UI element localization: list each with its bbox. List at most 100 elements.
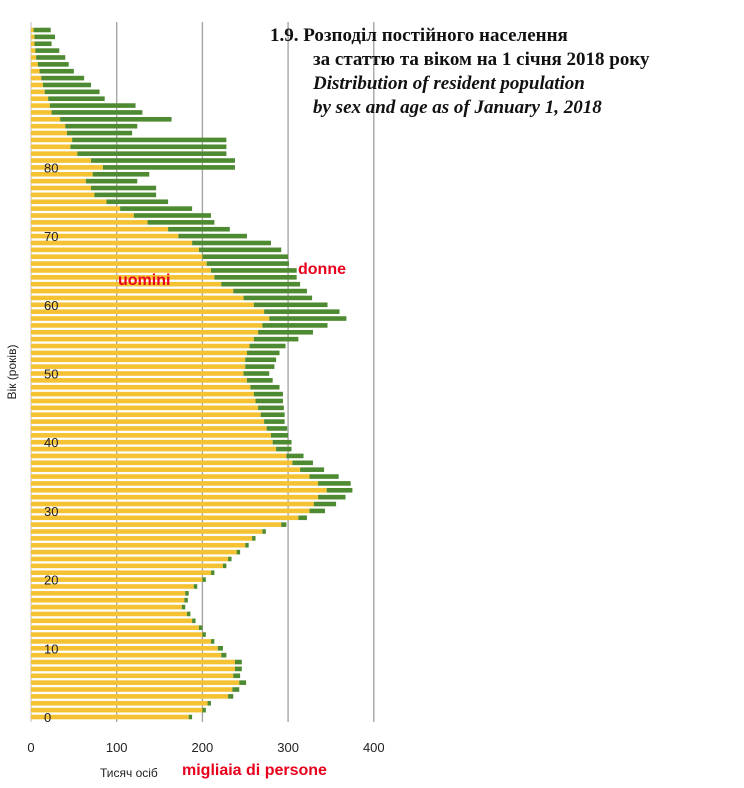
bar-men-age-64 [31,275,215,280]
title-line-4: by sex and age as of January 1, 2018 [313,97,602,118]
bar-women-age-58 [269,316,347,321]
bar-women-age-2 [207,700,211,706]
bar-men-age-9 [31,652,222,658]
bar-women-age-74 [120,206,193,211]
bar-women-age-98 [34,41,52,47]
bar-men-age-44 [31,412,261,418]
y-tick-label-10: 10 [44,641,58,656]
bar-women-age-56 [258,329,313,335]
bar-men-age-20 [31,577,203,582]
bar-men-age-56 [31,329,259,335]
bar-women-age-31 [313,501,337,507]
bar-men-age-76 [31,192,95,198]
bar-men-age-53 [31,350,247,356]
bar-men-age-93 [31,75,42,81]
bar-men-age-61 [31,295,244,301]
bar-women-age-65 [210,268,297,273]
bar-women-age-45 [258,405,284,411]
bar-women-age-89 [49,103,136,108]
bar-men-age-4 [31,687,233,692]
bar-men-age-8 [31,659,235,665]
bar-men-age-78 [31,178,86,184]
bar-women-age-81 [90,158,235,163]
bar-men-age-67 [31,254,203,260]
bar-men-age-42 [31,426,267,431]
bar-women-age-55 [253,336,299,342]
bar-men-age-74 [31,206,121,211]
bar-men-age-5 [31,680,240,685]
bar-women-age-34 [318,481,351,486]
x-tick-label-200: 200 [192,740,214,755]
bar-men-age-54 [31,343,250,349]
bar-women-age-84 [72,137,227,143]
bar-men-age-30 [31,508,310,514]
bar-women-age-53 [246,350,280,356]
bar-men-age-62 [31,288,234,294]
bar-men-age-0 [31,714,189,720]
bar-men-age-69 [31,240,193,246]
bar-women-age-83 [70,144,227,150]
bar-women-age-12 [202,632,206,637]
bar-men-age-80 [31,165,103,170]
bar-women-age-20 [202,577,206,582]
bar-women-age-94 [39,68,74,74]
bar-men-age-21 [31,570,211,576]
bar-women-age-64 [214,275,297,280]
bar-women-age-60 [253,302,328,308]
bar-men-age-19 [31,584,194,589]
bar-women-age-75 [106,199,169,205]
y-tick-label-50: 50 [44,367,58,382]
bar-women-age-57 [262,323,328,328]
bar-women-age-50 [243,371,270,376]
bar-men-age-81 [31,158,91,163]
bar-women-age-10 [217,646,223,651]
bar-men-age-88 [31,110,52,115]
bar-women-age-72 [147,220,215,225]
bar-women-age-1 [202,707,206,713]
bar-women-age-11 [210,639,215,644]
bar-men-age-7 [31,666,235,672]
bar-women-age-5 [239,680,247,685]
bar-women-age-100 [33,27,51,33]
bar-women-age-80 [102,165,235,170]
bar-men-age-26 [31,536,253,541]
bar-men-age-33 [31,487,327,493]
bar-men-age-28 [31,522,282,527]
bar-men-age-10 [31,646,218,651]
title-line-2: за статтю та віком на 1 січня 2018 року [313,49,650,70]
x-axis-label-it: migliaia di persone [182,762,327,779]
bar-women-age-69 [192,240,271,246]
bar-men-age-82 [31,151,78,156]
bar-men-age-46 [31,398,256,404]
bar-women-age-92 [43,82,91,88]
bar-men-age-72 [31,220,148,225]
bar-men-age-97 [31,48,36,53]
bar-women-age-78 [85,178,138,184]
bar-women-age-41 [270,433,289,438]
bar-women-age-18 [185,591,189,596]
annotation-men: uomini [118,272,171,289]
bar-women-age-42 [266,426,288,431]
bar-men-age-36 [31,467,301,472]
bar-women-age-26 [252,536,256,541]
x-tick-label-300: 300 [277,740,299,755]
bar-men-age-40 [31,439,273,445]
bar-women-age-30 [309,508,325,514]
bar-women-age-23 [228,556,232,562]
bar-men-age-15 [31,611,187,617]
bar-women-age-96 [36,55,66,60]
bar-women-age-4 [232,687,240,692]
bar-women-age-37 [292,460,313,466]
bar-men-age-92 [31,82,43,88]
bar-women-age-29 [298,515,307,521]
bar-men-age-25 [31,542,246,548]
bar-men-age-37 [31,460,293,466]
bar-women-age-35 [309,474,339,479]
bar-men-age-38 [31,453,287,459]
x-axis-ticks: 0 100 200 300 400 [27,740,384,755]
bar-men-age-100 [31,27,34,33]
bar-men-age-14 [31,618,193,624]
bar-women-age-63 [221,281,301,287]
bar-women-age-27 [262,529,266,534]
